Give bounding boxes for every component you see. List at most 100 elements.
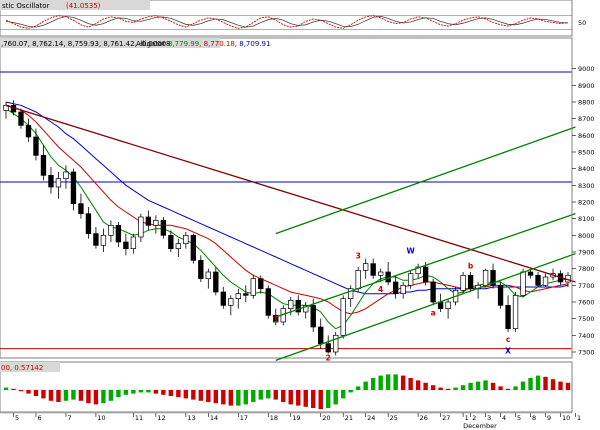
- candle-body: [445, 301, 451, 310]
- histogram-bar: [221, 390, 226, 405]
- candle-body: [377, 271, 384, 276]
- candle-body: [168, 234, 174, 250]
- price-header-bg: [0, 38, 220, 48]
- histogram-bar: [266, 390, 271, 399]
- histogram-bar: [333, 390, 338, 405]
- candle-body: [310, 304, 316, 328]
- candle-body: [407, 273, 414, 286]
- histogram-bar: [311, 390, 316, 408]
- histogram-bar: [33, 390, 39, 396]
- candle: [250, 275, 256, 299]
- histogram-bar: [213, 390, 219, 404]
- histogram-bar: [453, 387, 458, 390]
- wave-label: b: [468, 262, 474, 271]
- candle: [130, 233, 137, 254]
- ma-mid-line: [5, 104, 569, 315]
- histogram-bar: [3, 387, 9, 390]
- histogram-bar: [468, 382, 473, 390]
- candle: [93, 227, 99, 249]
- candle: [363, 258, 369, 279]
- candle: [333, 332, 339, 356]
- x-tick-label: 6: [37, 414, 41, 422]
- wave-label: c: [506, 335, 510, 344]
- histogram-bar: [513, 386, 518, 390]
- candle: [145, 210, 152, 231]
- histogram-bar: [370, 378, 376, 390]
- oscillator-title: stic Oscillator: [2, 2, 50, 10]
- candle-body: [318, 326, 324, 345]
- wave-label: X: [505, 347, 511, 356]
- alligator-label: Alligator: [136, 40, 165, 48]
- histogram-bar: [123, 390, 129, 395]
- histogram-bar: [153, 390, 159, 394]
- alligator-values: 8,779.99, 8,770.18, 8,709.91: [168, 40, 270, 48]
- candle: [33, 128, 39, 161]
- histogram-bar: [438, 387, 443, 390]
- histogram-bar: [288, 390, 293, 405]
- histogram-bar: [505, 388, 511, 390]
- wave-label: 3: [356, 252, 361, 261]
- histogram-bar: [198, 390, 204, 401]
- trendline: [5, 104, 576, 283]
- candle-body: [70, 171, 77, 205]
- candle-body: [205, 271, 211, 280]
- wave-label: a: [431, 308, 436, 317]
- histogram-bar: [408, 378, 413, 390]
- candle: [108, 220, 114, 242]
- candle-body: [235, 293, 241, 300]
- candle: [482, 268, 489, 287]
- price-tick-label: 7700: [578, 282, 595, 290]
- x-tick-label: 5: [15, 414, 19, 422]
- price-panel: ,760.07, 8,762.14, 8,759.93, 8,761.42, -…: [0, 37, 595, 363]
- candle-body: [160, 219, 167, 236]
- histogram-panel: 00, 0.57142: [0, 361, 573, 413]
- wave-labels: 1 2 3 4 Wa b cX: [273, 247, 511, 363]
- histogram-bar: [483, 380, 488, 390]
- candle-body: [400, 284, 406, 295]
- histogram-bar: [41, 390, 46, 399]
- candle: [490, 263, 496, 289]
- candle: [168, 230, 174, 252]
- price-tick-label: 8700: [578, 115, 595, 123]
- histogram-bar: [93, 390, 99, 405]
- candle: [295, 295, 301, 316]
- x-tick-label: 11: [135, 414, 143, 422]
- candle-body: [40, 154, 47, 176]
- price-tick-label: 7800: [578, 265, 595, 273]
- candle: [153, 215, 159, 234]
- candle-body: [490, 269, 496, 286]
- candle: [340, 295, 346, 339]
- trendline: [275, 253, 576, 361]
- candle: [205, 268, 211, 289]
- histogram-bar: [116, 390, 121, 398]
- x-tick-label: 9: [547, 414, 551, 422]
- oscillator-title-bg: [0, 0, 150, 10]
- candle-body: [108, 224, 114, 236]
- candle: [392, 275, 399, 299]
- ma-fast-line: [5, 108, 569, 330]
- histogram-bar: [341, 390, 346, 399]
- candle-body: [145, 216, 152, 226]
- candle-body: [363, 263, 369, 271]
- candle-body: [535, 274, 541, 286]
- candle: [512, 292, 519, 332]
- histogram-bar: [415, 380, 421, 390]
- candle-body: [422, 266, 429, 283]
- histogram-bar: [378, 375, 383, 390]
- candle-body: [467, 274, 474, 290]
- trendline: [275, 126, 576, 235]
- candle-body: [505, 304, 511, 330]
- price-tick-label: 7300: [578, 349, 595, 357]
- candle-body: [512, 294, 519, 330]
- candle: [415, 263, 421, 279]
- candle-body: [175, 243, 182, 250]
- x-tick-label: 27: [442, 414, 450, 422]
- alligator-value: 8,779.99: [168, 40, 199, 48]
- wave-label: 1: [273, 315, 278, 324]
- candle-body: [18, 111, 24, 126]
- candle-body: [63, 171, 69, 180]
- histogram-bar: [101, 390, 106, 404]
- histogram-bar: [528, 378, 533, 390]
- histogram-title-bg: [0, 362, 60, 372]
- histogram-bar: [168, 390, 174, 396]
